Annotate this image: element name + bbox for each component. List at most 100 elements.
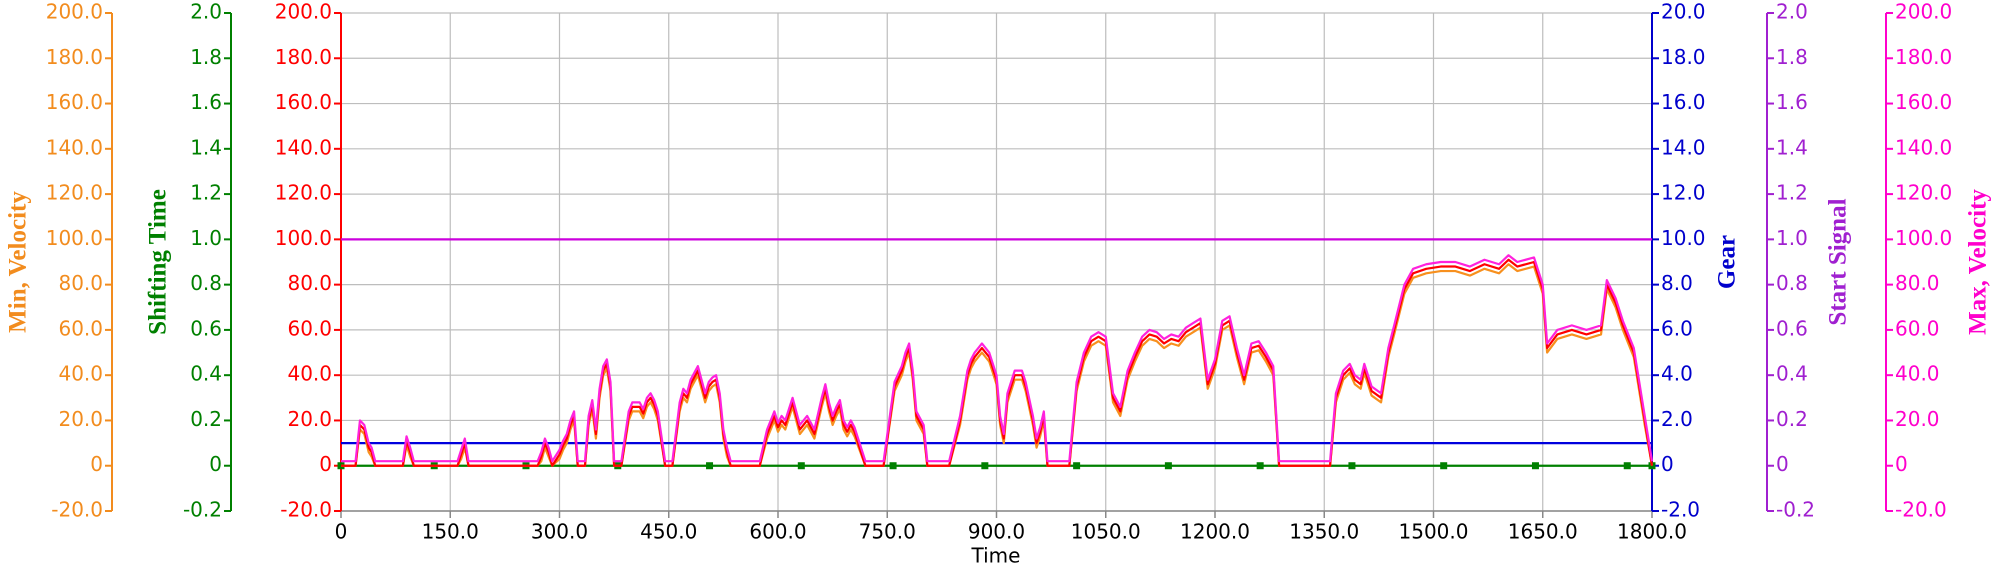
y-tick-label: 40.0 bbox=[287, 362, 332, 386]
y-tick-label: 0 bbox=[1895, 452, 1908, 476]
y-tick-label: 0 bbox=[1661, 452, 1674, 476]
x-tick-label: 300.0 bbox=[531, 520, 588, 544]
y-tick-label: 1.4 bbox=[190, 135, 222, 159]
y-tick-label: 0.4 bbox=[190, 362, 222, 386]
marker bbox=[1348, 462, 1356, 470]
y-axis-title: Shifting Time bbox=[145, 189, 172, 335]
y-tick-label: 1.8 bbox=[190, 45, 222, 69]
y-tick-label: 8.0 bbox=[1661, 271, 1693, 295]
y-tick-label: -20.0 bbox=[51, 498, 103, 522]
y-tick-label: 0 bbox=[209, 452, 222, 476]
marker bbox=[706, 462, 714, 470]
y-axis-title: Gear bbox=[1714, 235, 1741, 289]
y-tick-label: 140.0 bbox=[275, 135, 332, 159]
y-tick-label: 16.0 bbox=[1661, 90, 1706, 114]
y-tick-label: 18.0 bbox=[1661, 45, 1706, 69]
y-tick-label: 1.2 bbox=[1776, 181, 1808, 205]
y-tick-label: -20.0 bbox=[280, 498, 332, 522]
y-tick-label: 20.0 bbox=[58, 407, 103, 431]
y-tick-label: 6.0 bbox=[1661, 316, 1693, 340]
y-tick-label: 80.0 bbox=[58, 271, 103, 295]
x-tick-label: 150.0 bbox=[422, 520, 479, 544]
x-tick-label: 1500.0 bbox=[1399, 520, 1469, 544]
y-tick-label: 80.0 bbox=[1895, 271, 1940, 295]
marker bbox=[1256, 462, 1264, 470]
y-tick-label: 200.0 bbox=[46, 0, 103, 24]
y-tick-label: 120.0 bbox=[275, 181, 332, 205]
y-tick-label: 0 bbox=[90, 452, 103, 476]
y-tick-label: 60.0 bbox=[1895, 316, 1940, 340]
y-tick-label: 20.0 bbox=[1661, 0, 1706, 24]
y-tick-label: 40.0 bbox=[1895, 362, 1940, 386]
y-tick-label: 0 bbox=[319, 452, 332, 476]
x-tick-label: 600.0 bbox=[749, 520, 806, 544]
y-tick-label: 180.0 bbox=[275, 45, 332, 69]
y-tick-label: 40.0 bbox=[58, 362, 103, 386]
y-tick-label: 2.0 bbox=[1776, 0, 1808, 24]
marker bbox=[1073, 462, 1081, 470]
y-tick-label: 10.0 bbox=[1661, 226, 1706, 250]
y-tick-label: 0.6 bbox=[190, 316, 222, 340]
x-tick-label: 750.0 bbox=[859, 520, 916, 544]
y-tick-label: 0.4 bbox=[1776, 362, 1808, 386]
y-tick-label: 4.0 bbox=[1661, 362, 1693, 386]
x-tick-label: 1800.0 bbox=[1617, 520, 1687, 544]
y-tick-label: -20.0 bbox=[1895, 498, 1947, 522]
y-tick-label: -0.2 bbox=[1776, 498, 1815, 522]
y-tick-label: 0.8 bbox=[1776, 271, 1808, 295]
y-tick-label: 180.0 bbox=[1895, 45, 1952, 69]
y-tick-label: 1.0 bbox=[1776, 226, 1808, 250]
x-tick-label: 1050.0 bbox=[1071, 520, 1141, 544]
y-tick-label: -2.0 bbox=[1661, 498, 1700, 522]
y-tick-label: 0.6 bbox=[1776, 316, 1808, 340]
x-tick-label: 1650.0 bbox=[1508, 520, 1578, 544]
y-tick-label: 20.0 bbox=[1895, 407, 1940, 431]
y-tick-label: 200.0 bbox=[1895, 0, 1952, 24]
marker bbox=[1440, 462, 1448, 470]
y-tick-label: 120.0 bbox=[1895, 181, 1952, 205]
marker bbox=[889, 462, 897, 470]
y-tick-label: 160.0 bbox=[275, 90, 332, 114]
y-tick-label: 0.2 bbox=[190, 407, 222, 431]
y-tick-label: 2.0 bbox=[190, 0, 222, 24]
y-tick-label: 0 bbox=[1776, 452, 1789, 476]
y-tick-label: 100.0 bbox=[275, 226, 332, 250]
y-tick-label: 1.4 bbox=[1776, 135, 1808, 159]
y-tick-label: 100.0 bbox=[1895, 226, 1952, 250]
y-tick-label: 160.0 bbox=[1895, 90, 1952, 114]
x-tick-label: 900.0 bbox=[968, 520, 1025, 544]
x-tick-label: 450.0 bbox=[640, 520, 697, 544]
y-tick-label: 0.2 bbox=[1776, 407, 1808, 431]
x-axis-title: Time bbox=[971, 544, 1021, 568]
y-tick-label: 1.6 bbox=[1776, 90, 1808, 114]
y-tick-label: 1.2 bbox=[190, 181, 222, 205]
y-tick-label: 1.0 bbox=[190, 226, 222, 250]
marker bbox=[981, 462, 989, 470]
y-tick-label: 140.0 bbox=[1895, 135, 1952, 159]
y-tick-label: 2.0 bbox=[1661, 407, 1693, 431]
y-tick-label: 140.0 bbox=[46, 135, 103, 159]
marker bbox=[1623, 462, 1631, 470]
y-tick-label: 20.0 bbox=[287, 407, 332, 431]
marker bbox=[797, 462, 805, 470]
y-tick-label: -0.2 bbox=[183, 498, 222, 522]
marker bbox=[1164, 462, 1172, 470]
y-tick-label: 160.0 bbox=[46, 90, 103, 114]
y-tick-label: 1.6 bbox=[190, 90, 222, 114]
y-tick-label: 1.8 bbox=[1776, 45, 1808, 69]
y-tick-label: 60.0 bbox=[287, 316, 332, 340]
y-tick-label: 0.8 bbox=[190, 271, 222, 295]
y-tick-label: 80.0 bbox=[287, 271, 332, 295]
y-axis-title: Min, Velocity bbox=[5, 191, 32, 333]
marker bbox=[1531, 462, 1539, 470]
x-tick-label: 1350.0 bbox=[1289, 520, 1359, 544]
x-tick-label: 1200.0 bbox=[1180, 520, 1250, 544]
series-line bbox=[341, 254, 1654, 463]
y-tick-label: 12.0 bbox=[1661, 181, 1706, 205]
y-tick-label: 180.0 bbox=[46, 45, 103, 69]
y-axis-title: Start Signal bbox=[1825, 198, 1852, 325]
y-tick-label: 100.0 bbox=[46, 226, 103, 250]
y-tick-label: 120.0 bbox=[46, 181, 103, 205]
y-tick-label: 14.0 bbox=[1661, 135, 1706, 159]
